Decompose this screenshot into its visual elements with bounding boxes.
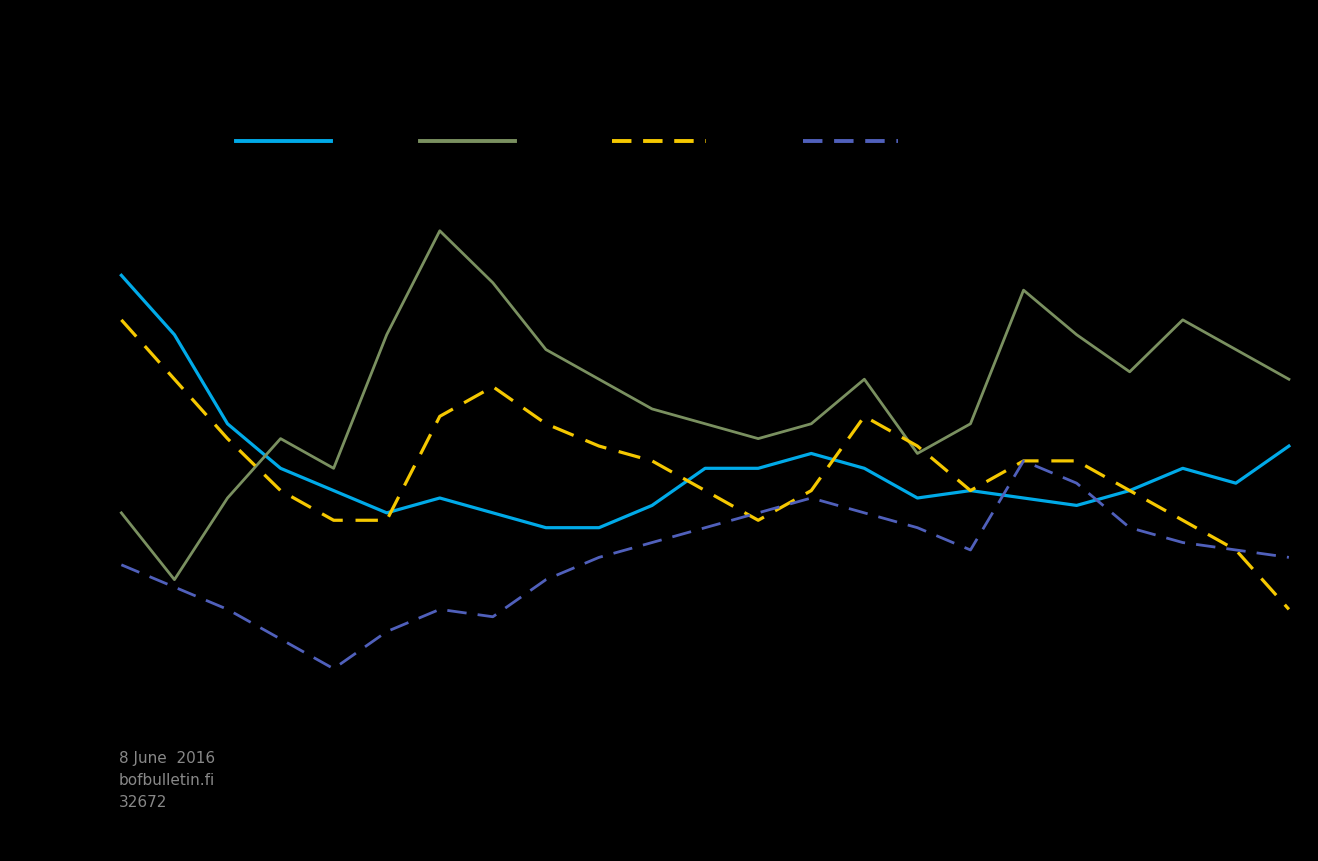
Text: 8 June  2016
bofbulletin.fi
32672: 8 June 2016 bofbulletin.fi 32672: [119, 750, 215, 809]
